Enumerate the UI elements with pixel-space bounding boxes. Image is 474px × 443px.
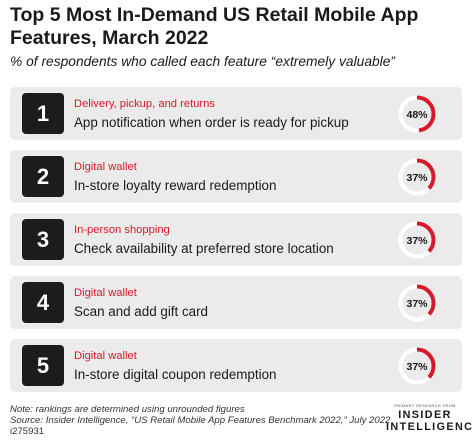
feature-name: App notification when order is ready for… — [74, 115, 349, 130]
donut-value-arc — [398, 284, 436, 322]
value-donut: 37% — [398, 284, 436, 322]
value-donut: 37% — [398, 347, 436, 385]
feature-category: Digital wallet — [74, 161, 137, 173]
rank-number: 2 — [22, 156, 64, 197]
rank-number: 3 — [22, 219, 64, 260]
value-label: 37% — [406, 235, 428, 247]
donut-value-arc — [398, 347, 436, 385]
value-donut: 37% — [398, 221, 436, 259]
value-label: 37% — [406, 361, 428, 373]
value-label: 37% — [406, 298, 428, 310]
value-label: 37% — [406, 172, 428, 184]
brand-logo-line2: INTELLIGENCE — [386, 421, 474, 433]
feature-category: Delivery, pickup, and returns — [74, 98, 215, 110]
rank-number: 5 — [22, 345, 64, 386]
feature-category: Digital wallet — [74, 350, 137, 362]
brand-logo-line1: INSIDER — [398, 409, 452, 421]
donut-value-arc — [398, 221, 436, 259]
feature-name: Scan and add gift card — [74, 304, 208, 319]
value-donut: 37% — [398, 158, 436, 196]
chart-subtitle: % of respondents who called each feature… — [10, 54, 395, 69]
rank-card: 5 Digital wallet In-store digital coupon r… — [10, 339, 462, 392]
rank-card: 1 Delivery, pickup, and returns App notifi… — [10, 87, 462, 140]
value-donut: 48% — [398, 95, 436, 133]
donut-value-arc — [398, 95, 436, 133]
feature-category: Digital wallet — [74, 287, 137, 299]
feature-name: In-store loyalty reward redemption — [74, 178, 277, 193]
chart-title: Top 5 Most In-Demand US Retail Mobile Ap… — [10, 4, 419, 49]
rank-card: 2 Digital wallet In-store loyalty reward r… — [10, 150, 462, 203]
source-note: Source: Insider Intelligence, “US Retail… — [10, 415, 391, 426]
donut-value-arc — [398, 158, 436, 196]
chart-id: i275931 — [10, 426, 45, 437]
rank-number: 1 — [22, 93, 64, 134]
brand-tagline: PRIMARY RESEARCH FROM — [394, 404, 456, 408]
rank-card: 4 Digital wallet Scan and add gift card 37% — [10, 276, 462, 329]
feature-category: In-person shopping — [74, 224, 170, 236]
footnote: Note: rankings are determined using unro… — [10, 404, 245, 415]
rank-card: 3 In-person shopping Check availability at… — [10, 213, 462, 266]
value-label: 48% — [406, 109, 428, 121]
feature-name: Check availability at preferred store lo… — [74, 241, 334, 256]
feature-name: In-store digital coupon redemption — [74, 367, 277, 382]
rank-number: 4 — [22, 282, 64, 323]
